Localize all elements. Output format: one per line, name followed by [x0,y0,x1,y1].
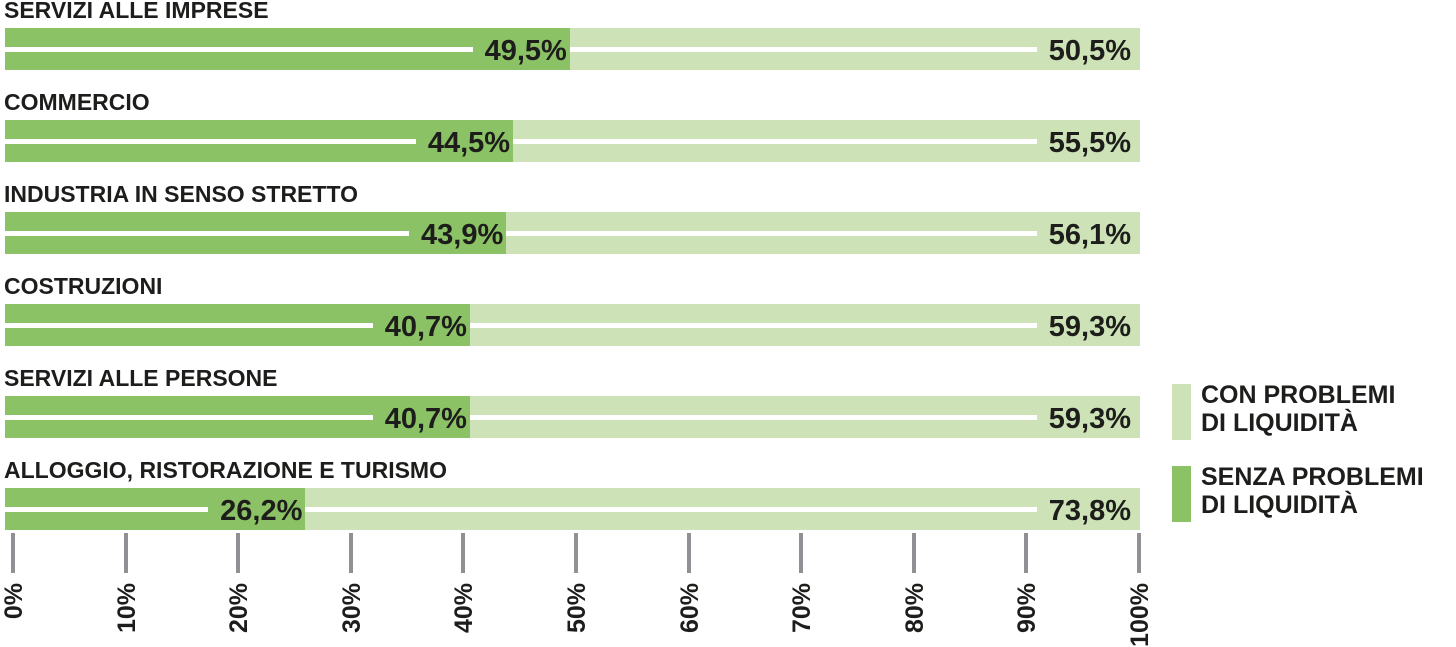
bar-segment-senza-problemi: 44,5% [5,120,514,162]
axis-tick [686,533,691,573]
bar-segment-con-problemi: 56,1% [506,212,1140,254]
bar-row: INDUSTRIA IN SENSO STRETTO 43,9% 56,1% [4,181,1140,278]
axis-tick [1024,533,1029,573]
axis-tick-label: 20% [225,583,254,634]
axis-tick [461,533,466,573]
axis-tick [574,533,578,573]
value-label-con: 56,1% [1048,218,1131,251]
stacked-bar: 44,5% 55,5% [5,120,1140,162]
legend-label-line2: DI LIQUIDITÀ [1201,491,1358,519]
value-label-senza: 44,5% [427,126,511,159]
legend-swatch-dark-green [1172,466,1191,522]
bar-segment-con-problemi: 59,3% [469,304,1140,346]
axis-tick-label: 90% [1013,583,1042,634]
bar-segment-senza-problemi: 40,7% [5,304,470,346]
bar-row: COMMERCIO 44,5% 55,5% [4,89,1140,186]
axis-tick [799,533,804,573]
category-label: COSTRUZIONI [4,273,163,299]
legend-label-line1: CON PROBLEMI [1201,381,1396,409]
bar-midline [469,414,1037,420]
bar-midline [5,506,209,512]
value-label-senza: 43,9% [421,218,504,251]
bar-midline [5,138,416,144]
category-label: SERVIZI ALLE IMPRESE [4,0,269,23]
bar-midline [305,506,1037,512]
value-label-con: 59,3% [1048,310,1131,343]
axis-tick [236,533,241,573]
axis-tick-label: 80% [900,583,929,634]
axis-tick [11,533,15,573]
bar-row: SERVIZI ALLE IMPRESE 49,5% 50,5% [4,0,1140,94]
bar-row: SERVIZI ALLE PERSONE 40,7% 59,3% [4,365,1140,462]
bar-segment-con-problemi: 73,8% [305,488,1140,530]
stacked-bar: 49,5% 50,5% [5,28,1140,70]
bar-segment-con-problemi: 55,5% [513,120,1140,162]
stacked-bar: 26,2% 73,8% [5,488,1140,530]
category-label: COMMERCIO [4,89,150,115]
bar-segment-senza-problemi: 43,9% [5,212,507,254]
axis-tick-label: 70% [788,583,817,634]
bar-midline [5,230,410,236]
stacked-bar: 40,7% 59,3% [5,396,1140,438]
bar-row: ALLOGGIO, RISTORAZIONE E TURISMO 26,2% 7… [4,457,1140,554]
value-label-con: 55,5% [1048,126,1131,159]
bar-midline [5,46,473,52]
axis-tick-label: 10% [112,583,141,634]
value-label-senza: 40,7% [384,402,467,435]
bar-midline [569,46,1037,52]
axis-tick-label: 100% [1126,583,1154,647]
bar-segment-con-problemi: 59,3% [469,396,1140,438]
value-label-con: 50,5% [1048,34,1131,67]
axis-tick [911,533,916,573]
axis-tick [1137,533,1141,573]
x-axis: 0% 10% 20% 30% 40% 50% 60% 70% 80% 90% 1… [0,533,1154,647]
bar-midline [5,322,373,328]
legend-label-line1: SENZA PROBLEMI [1201,463,1424,491]
value-label-con: 73,8% [1048,494,1131,527]
legend-item-con-problemi: CON PROBLEMI DI LIQUIDITÀ [1172,381,1424,440]
bar-midline [513,138,1037,144]
bar-midline [5,414,373,420]
axis-tick-label: 60% [675,583,704,634]
axis-tick [348,533,353,573]
legend-label-line2: DI LIQUIDITÀ [1201,409,1358,437]
category-label: SERVIZI ALLE PERSONE [4,365,278,391]
bar-segment-senza-problemi: 49,5% [5,28,570,70]
value-label-con: 59,3% [1048,402,1131,435]
axis-tick-label: 30% [337,583,366,634]
category-label: INDUSTRIA IN SENSO STRETTO [4,181,358,207]
legend-swatch-light-green [1172,384,1191,440]
legend-label: SENZA PROBLEMI DI LIQUIDITÀ [1201,463,1424,519]
bar-segment-senza-problemi: 26,2% [5,488,306,530]
bar-segment-senza-problemi: 40,7% [5,396,470,438]
axis-tick-label: 40% [450,583,479,634]
bar-segment-con-problemi: 50,5% [569,28,1140,70]
legend: CON PROBLEMI DI LIQUIDITÀ SENZA PROBLEMI… [1172,381,1424,548]
bar-midline [506,230,1037,236]
bar-midline [469,322,1037,328]
value-label-senza: 40,7% [384,310,467,343]
legend-item-senza-problemi: SENZA PROBLEMI DI LIQUIDITÀ [1172,463,1424,522]
bar-row: COSTRUZIONI 40,7% 59,3% [4,273,1140,370]
chart-plot-area: SERVIZI ALLE IMPRESE 49,5% 50,5% COMMERC… [4,0,1140,554]
axis-tick-label: 0% [0,583,28,620]
value-label-senza: 49,5% [484,34,567,67]
stacked-bar: 40,7% 59,3% [5,304,1140,346]
axis-tick-label: 50% [563,583,591,634]
category-label: ALLOGGIO, RISTORAZIONE E TURISMO [4,457,447,483]
legend-label: CON PROBLEMI DI LIQUIDITÀ [1201,381,1395,437]
stacked-bar: 43,9% 56,1% [5,212,1140,254]
value-label-senza: 26,2% [220,494,303,527]
axis-tick [123,533,128,573]
